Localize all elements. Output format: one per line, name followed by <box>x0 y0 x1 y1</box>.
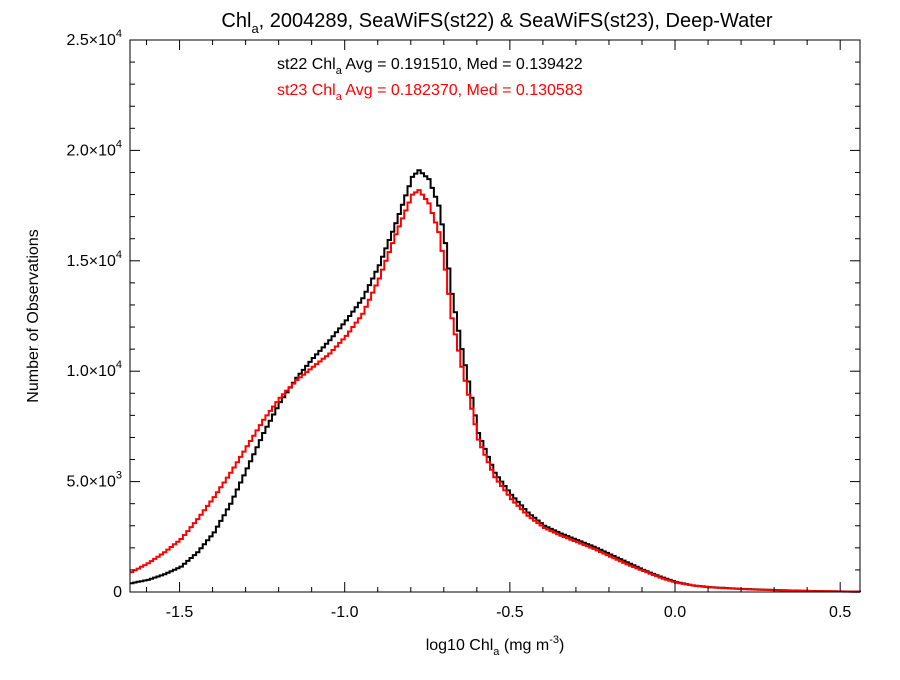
y-tick-label: 0 <box>113 584 122 601</box>
series-line-st23 <box>130 189 860 593</box>
legend-entry-st22: st22 Chla Avg = 0.191510, Med = 0.139422 <box>277 56 583 77</box>
x-tick-label: -1.0 <box>331 604 359 621</box>
legend: st22 Chla Avg = 0.191510, Med = 0.139422… <box>277 56 583 103</box>
y-tick-label: 1.5×104 <box>66 249 122 270</box>
series-group <box>130 169 861 593</box>
y-tick-label: 2.5×104 <box>66 28 122 49</box>
chart-title: Chla, 2004289, SeaWiFS(st22) & SeaWiFS(s… <box>221 10 772 36</box>
x-tick-label: 0.5 <box>829 604 851 621</box>
x-axis-title: log10 Chla (mg m-3) <box>426 634 565 658</box>
y-tick-label: 5.0×103 <box>66 470 122 491</box>
y-axis-label: Number of Observations <box>25 229 42 402</box>
x-tick-label: -1.5 <box>166 604 194 621</box>
x-axis: -1.5 -1.0 -0.5 0.0 0.5 <box>146 40 851 621</box>
x-tick-label: 0.0 <box>664 604 686 621</box>
series-line-st22 <box>130 169 861 593</box>
legend-entry-st23: st23 Chla Avg = 0.182370, Med = 0.130583 <box>277 82 583 103</box>
x-axis-label: log10 Chla (mg m-3) <box>426 634 565 658</box>
y-axis: 0 5.0×103 1.0×104 1.5×104 2.0×104 2.5×104 <box>66 28 860 601</box>
y-tick-label: 2.0×104 <box>66 138 122 159</box>
y-tick-label: 1.0×104 <box>66 359 122 380</box>
plot-frame <box>129 39 861 593</box>
x-tick-label: -0.5 <box>496 604 524 621</box>
title-text: Chla, 2004289, SeaWiFS(st22) & SeaWiFS(s… <box>221 10 772 36</box>
y-axis-title: Number of Observations <box>25 229 42 402</box>
